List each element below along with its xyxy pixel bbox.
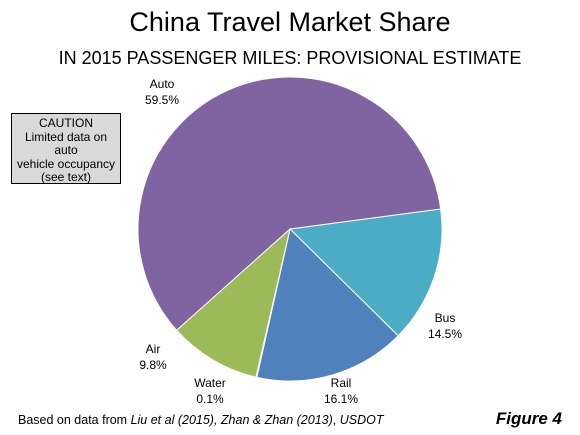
pie-slice-rail <box>256 228 399 382</box>
slice-label-air: Air <box>146 342 161 356</box>
caution-box: CAUTION Limited data on auto vehicle occ… <box>11 113 121 184</box>
caution-line-3: (see text) <box>40 170 91 184</box>
pie-slice-bus <box>288 208 443 337</box>
caution-heading: CAUTION <box>39 116 93 130</box>
slice-label-bus: Bus <box>435 311 456 325</box>
source-citation-2: USDOT <box>339 413 384 427</box>
caution-line-1: Limited data on auto <box>24 129 108 157</box>
slice-value-bus: 14.5% <box>428 327 462 341</box>
source-prefix: Based on data from <box>18 413 131 427</box>
pie-slice-air <box>175 227 291 378</box>
source-note: Based on data from Liu et al (2015), Zha… <box>18 413 384 427</box>
slice-value-rail: 16.1% <box>324 392 358 406</box>
pie-labels: Auto 59.5% Bus 14.5% Rail 16.1% Water 0.1% Air 9.… <box>139 77 462 406</box>
caution-line-2: vehicle occupancy <box>16 156 116 171</box>
slice-value-water: 0.1% <box>196 392 224 406</box>
slice-label-rail: Rail <box>331 376 352 390</box>
slice-label-auto: Auto <box>150 77 175 91</box>
source-citation-1: Liu et al (2015), Zhan & Zhan (2013) <box>130 413 333 427</box>
chart-title: China Travel Market Share <box>129 7 451 37</box>
chart-subtitle: IN 2015 PASSENGER MILES: PROVISIONAL EST… <box>58 48 522 68</box>
pie-slice-auto <box>137 76 442 331</box>
figure-label: Figure 4 <box>495 409 562 428</box>
slice-value-air: 9.8% <box>139 358 167 372</box>
source-separator: , <box>332 413 340 427</box>
pie-slices <box>137 76 443 382</box>
slice-value-auto: 59.5% <box>145 93 179 107</box>
slice-label-water: Water <box>194 376 226 390</box>
